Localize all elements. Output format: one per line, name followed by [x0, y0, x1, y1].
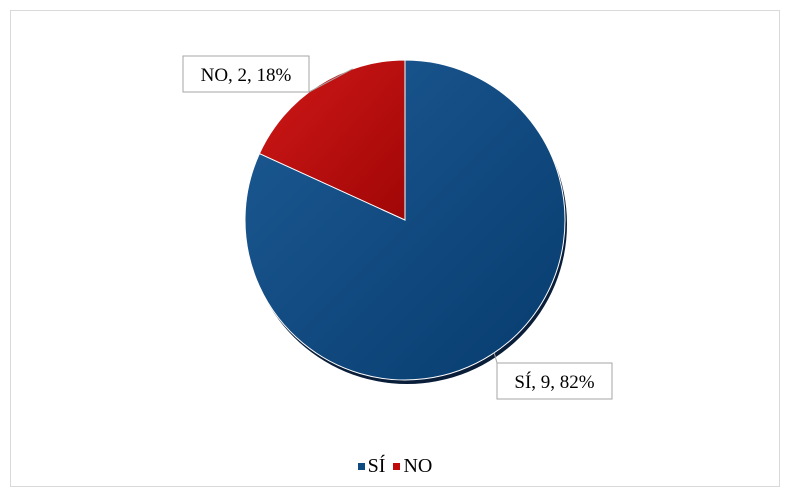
pie-slice-no: [258, 59, 406, 221]
data-label-box-si: [496, 362, 613, 400]
data-label-box-no: [182, 55, 310, 93]
data-label-si: SÍ, 9, 82%: [514, 371, 594, 393]
legend-label-no: NO: [403, 455, 433, 477]
legend-entry-si: SÍ: [357, 455, 386, 478]
legend: SÍ NO: [0, 455, 790, 478]
pie-slices: [244, 59, 567, 384]
leader-line-si: [493, 352, 498, 364]
data-labels: SÍ, 9, 82% NO, 2, 18%: [182, 55, 613, 400]
data-label-no: NO, 2, 18%: [201, 65, 292, 86]
legend-label-si: SÍ: [367, 455, 386, 477]
leader-line-no: [308, 68, 353, 93]
legend-swatch-si: [357, 463, 365, 470]
legend-swatch-no: [393, 463, 401, 470]
legend-entry-no: NO: [393, 455, 432, 478]
